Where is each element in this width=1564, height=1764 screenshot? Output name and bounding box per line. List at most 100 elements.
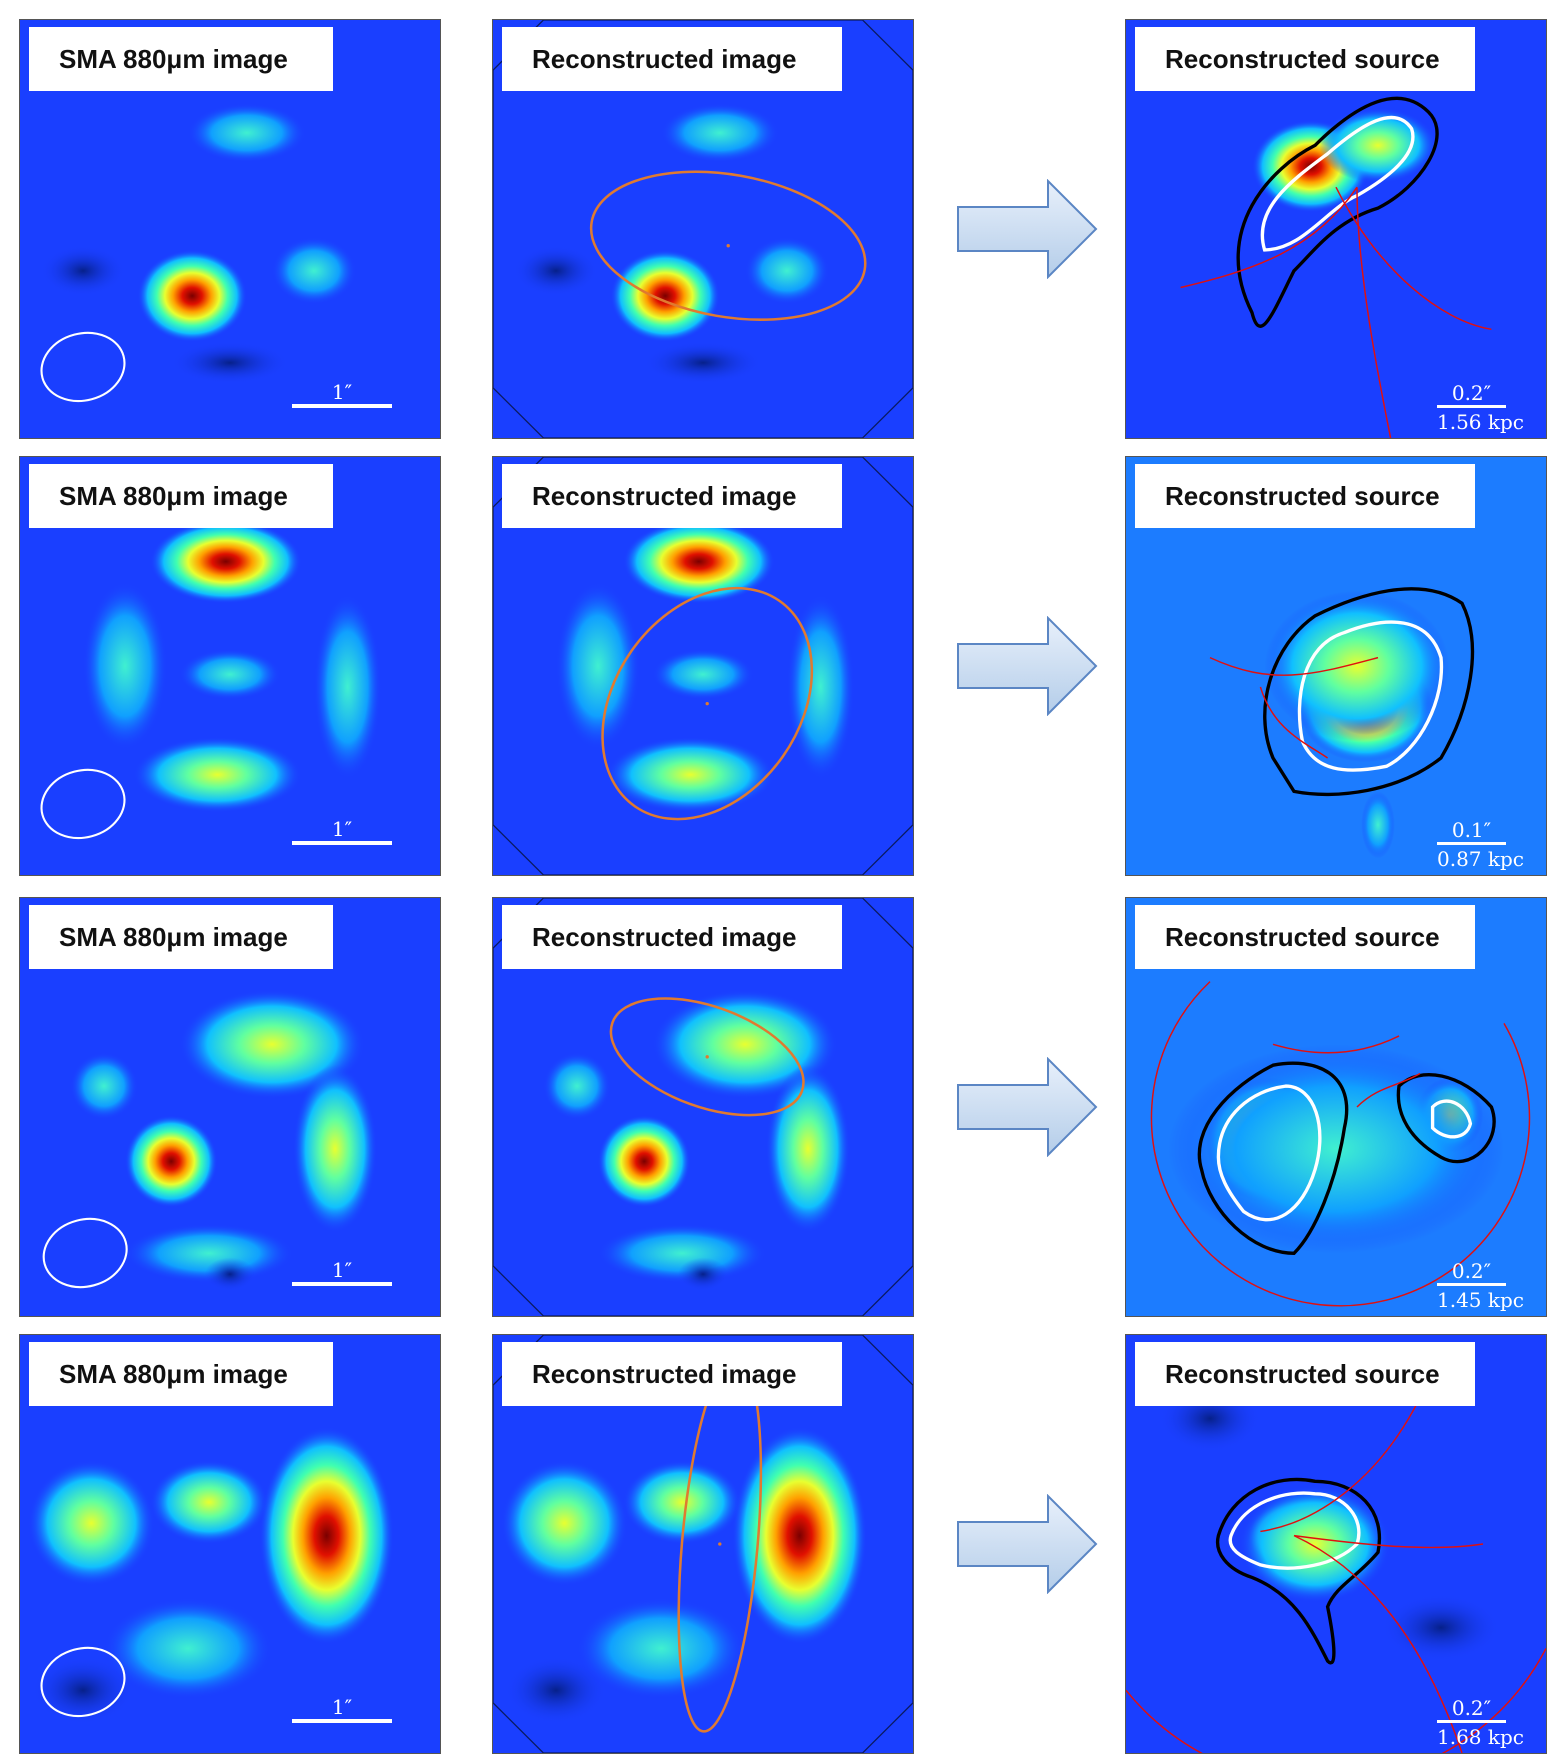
lens-center — [705, 1055, 709, 1059]
panel-title: Reconstructed source — [1135, 905, 1475, 969]
lens-center — [705, 701, 709, 706]
model-ellipse — [589, 170, 867, 321]
panel-title: Reconstructed image — [502, 905, 842, 969]
emission-blob — [623, 1460, 741, 1544]
scale-bar-label: 1″ — [331, 380, 353, 404]
emission-blob — [1382, 1594, 1500, 1662]
panel-title: SMA 880μm image — [29, 464, 333, 528]
mask-outline — [493, 898, 913, 1316]
inner-contour — [1260, 115, 1415, 252]
scale-bar: 1″ — [292, 380, 392, 408]
emission-blob — [745, 237, 829, 305]
arrow-icon — [957, 179, 1098, 279]
caustic-curve — [1126, 1397, 1546, 1753]
sma-image — [40, 519, 382, 840]
reconstructed-image — [493, 898, 913, 1316]
lens-center — [718, 1542, 722, 1546]
sma-image-panel: SMA 880μm image 1″ — [19, 19, 441, 439]
emission-blob — [787, 594, 855, 779]
emission-blob — [125, 1115, 218, 1208]
beam-ellipse — [40, 768, 126, 840]
emission-blob — [514, 245, 598, 296]
arrow-icon — [957, 1494, 1098, 1594]
emission-blob — [137, 249, 247, 342]
arcsec-scale: 0.2″ — [1436, 1696, 1506, 1723]
reconstructed-image — [493, 20, 913, 438]
reconstructed-source-panel: Reconstructed source 0.2″ 1.45 kpc — [1125, 897, 1547, 1317]
beam-ellipse — [40, 331, 126, 403]
emission-blob — [179, 989, 365, 1099]
reconstructed-image — [493, 457, 913, 875]
caustic-curve — [1209, 656, 1379, 759]
arrow-icon — [957, 616, 1098, 716]
outer-contour — [1215, 1477, 1382, 1665]
emission-blob — [204, 1257, 256, 1291]
emission-blob — [314, 594, 382, 779]
emission-blob — [677, 1257, 729, 1291]
sma-image — [42, 989, 377, 1291]
emission-blob — [652, 989, 838, 1099]
physical-scale: 0.1″ 0.87 kpc — [1436, 818, 1524, 871]
emission-blob — [1264, 590, 1450, 742]
outer-contour — [1236, 96, 1439, 328]
outer-contour — [1197, 1061, 1496, 1255]
sma-image — [28, 1426, 394, 1724]
beam-ellipse — [42, 1217, 128, 1289]
emission-blob — [732, 1426, 867, 1645]
inner-contour — [1297, 620, 1444, 772]
beam-ellipse — [40, 1646, 126, 1718]
emission-blob — [610, 249, 720, 342]
physical-scale: 0.2″ 1.56 kpc — [1436, 381, 1524, 434]
arrow-icon — [957, 1057, 1098, 1157]
emission-blob — [598, 1115, 691, 1208]
emission-blob — [272, 237, 356, 305]
emission-blob — [150, 519, 302, 604]
arcsec-scale: 0.2″ — [1436, 1259, 1506, 1286]
sma-image-panel: SMA 880μm image 1″ — [19, 897, 441, 1317]
caustic-curve — [1150, 981, 1531, 1307]
panel-title: Reconstructed source — [1135, 27, 1475, 91]
emission-blob — [505, 1656, 607, 1724]
model-ellipse — [601, 586, 814, 821]
caustic-curve — [1180, 186, 1492, 438]
emission-blob — [133, 737, 302, 813]
inner-contour — [1216, 1084, 1473, 1222]
emission-blob — [644, 341, 762, 384]
kpc-scale: 1.45 kpc — [1436, 1288, 1524, 1312]
emission-blob — [1319, 107, 1437, 184]
arcsec-scale: 0.2″ — [1436, 381, 1506, 408]
reconstructed-image — [493, 1335, 913, 1753]
physical-scale: 0.2″ 1.68 kpc — [1436, 1696, 1524, 1749]
emission-blob — [150, 1460, 268, 1544]
scale-bar-label: 1″ — [331, 817, 353, 841]
panel-title: Reconstructed image — [502, 464, 842, 528]
sma-image-panel: SMA 880μm image 1″ — [19, 1334, 441, 1754]
scale-bar-label: 1″ — [331, 1695, 353, 1719]
emission-blob — [28, 1460, 155, 1586]
mask-outline — [493, 1335, 913, 1753]
mask-outline — [493, 20, 913, 438]
emission-blob — [766, 1065, 850, 1233]
emission-blob — [83, 582, 167, 750]
panel-title: Reconstructed source — [1135, 464, 1475, 528]
scale-bar-label: 1″ — [331, 1258, 353, 1282]
sma-image — [40, 103, 356, 403]
model-ellipse — [609, 997, 805, 1117]
emission-blob — [652, 649, 754, 700]
emission-blob — [171, 341, 289, 384]
emission-blob — [606, 737, 775, 813]
emission-blob — [543, 1052, 611, 1120]
emission-blob — [556, 582, 640, 750]
emission-blob — [623, 519, 775, 604]
kpc-scale: 0.87 kpc — [1436, 847, 1524, 871]
emission-blob — [188, 103, 306, 163]
reconstructed-image-panel: Reconstructed image — [492, 456, 914, 876]
emission-blob — [179, 649, 281, 700]
kpc-scale: 1.56 kpc — [1436, 410, 1524, 434]
reconstructed-image-panel: Reconstructed image — [492, 1334, 914, 1754]
physical-scale: 0.2″ 1.45 kpc — [1436, 1259, 1524, 1312]
emission-blob — [70, 1052, 138, 1120]
reconstructed-source-panel: Reconstructed source 0.2″ 1.68 kpc — [1125, 1334, 1547, 1754]
emission-blob — [577, 1598, 745, 1699]
reconstructed-image-panel: Reconstructed image — [492, 19, 914, 439]
